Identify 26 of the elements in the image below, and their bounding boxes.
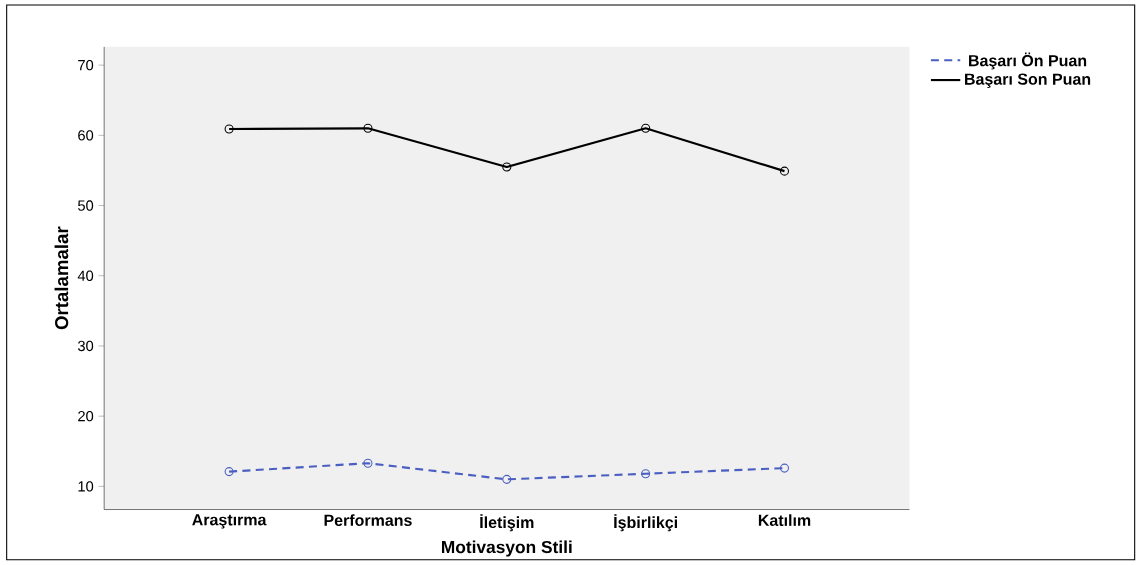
y-tick-label: 30 <box>77 340 94 352</box>
y-tick-label: 20 <box>78 410 94 422</box>
legend-label: Başarı Son Puan <box>965 73 1091 88</box>
x-tick-label: Araştırma <box>192 514 267 529</box>
point <box>224 124 234 134</box>
y-tick-label: 10 <box>78 481 94 492</box>
x-tick-label: İşbirlikçi <box>614 514 677 532</box>
point <box>779 166 790 176</box>
point <box>641 469 651 479</box>
point <box>641 123 651 133</box>
point <box>502 474 512 484</box>
y-axis-title: Ortalamalar <box>54 226 69 330</box>
point <box>779 463 790 473</box>
point <box>502 162 512 172</box>
x-tick-label: Performans <box>324 514 412 526</box>
legend-label: Başarı Ön Puan <box>969 52 1087 70</box>
x-tick-label: İletişim <box>480 514 534 532</box>
point <box>363 458 373 468</box>
x-axis-title: Motivasyon Stili <box>441 540 572 557</box>
x-tick-label: Katılım <box>758 514 811 526</box>
point <box>363 123 373 133</box>
y-tick-label: 40 <box>77 270 94 281</box>
y-tick-label: 50 <box>78 200 94 211</box>
y-tick-label: 70 <box>78 59 94 71</box>
y-tick-label: 60 <box>78 130 94 141</box>
point <box>224 467 234 477</box>
